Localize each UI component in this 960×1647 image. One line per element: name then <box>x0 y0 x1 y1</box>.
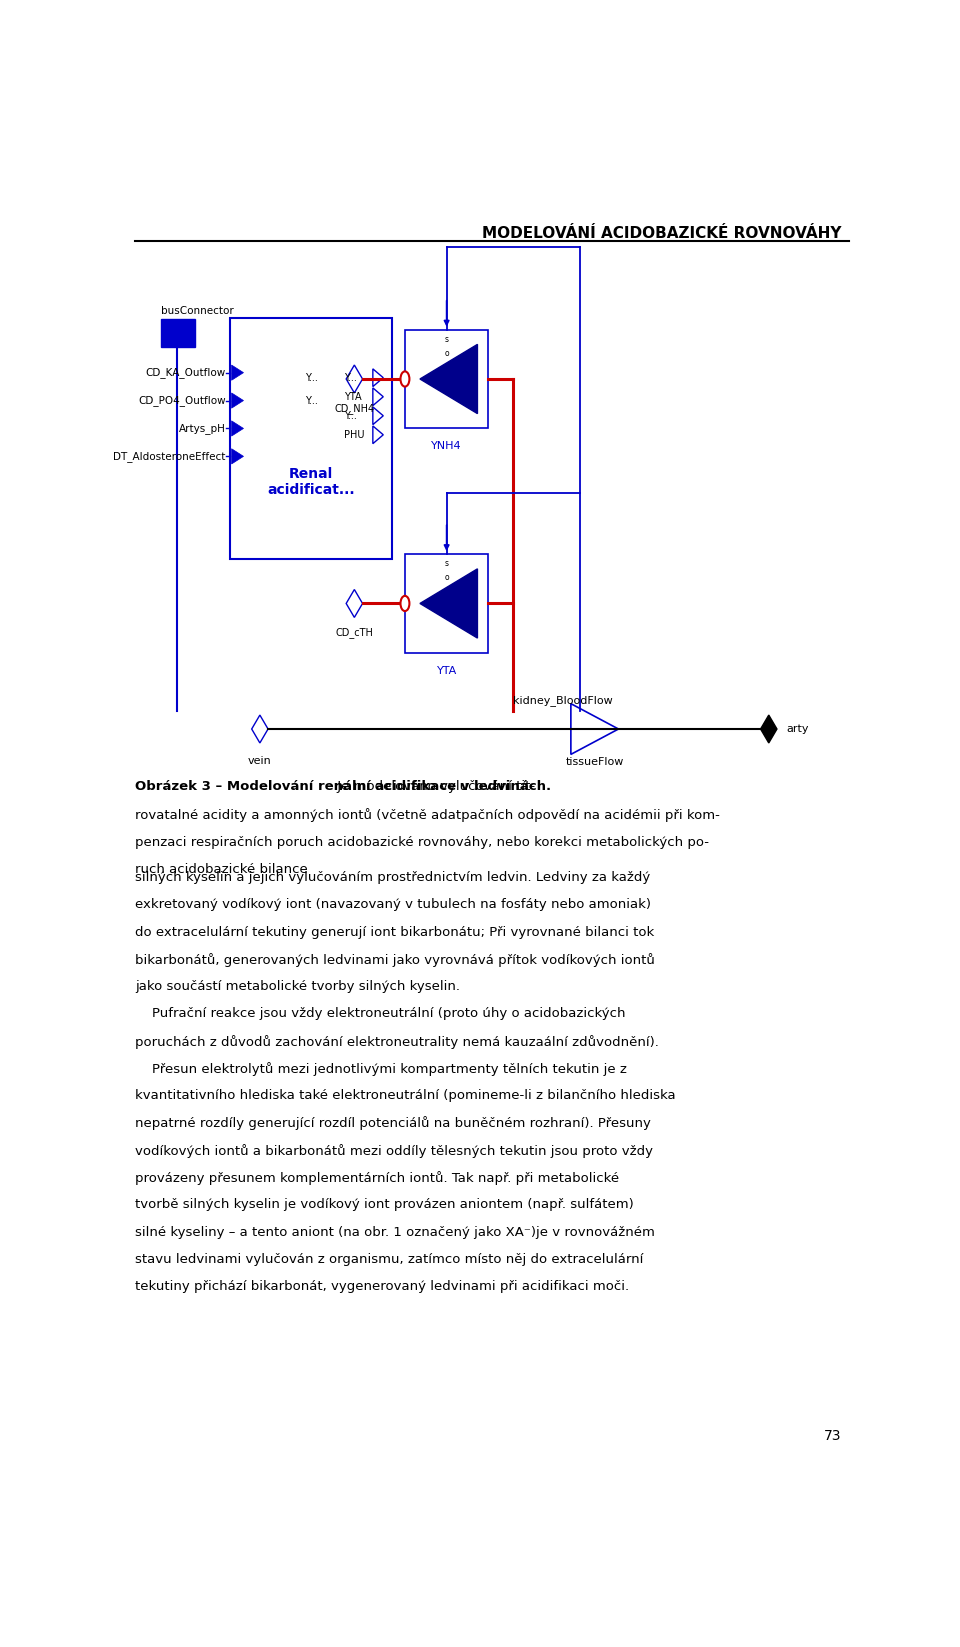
Text: Renal
acidificat...: Renal acidificat... <box>268 466 355 497</box>
Text: Obrázek 3 – Modelování renální acidifikace v ledvinách.: Obrázek 3 – Modelování renální acidifika… <box>134 779 551 792</box>
Text: vein: vein <box>248 756 272 766</box>
Bar <box>405 553 489 652</box>
Polygon shape <box>372 369 383 387</box>
Text: kvantitativního hlediska také elektroneutrální (pomineme-li z bilančního hledisk: kvantitativního hlediska také elektroneu… <box>134 1089 676 1102</box>
Text: provázeny přesunem komplementárních iontů. Tak např. při metabolické: provázeny přesunem komplementárních iont… <box>134 1171 619 1184</box>
Text: Y...: Y... <box>344 372 356 382</box>
Text: o: o <box>444 349 449 357</box>
Text: YNH4: YNH4 <box>431 441 462 451</box>
Text: Artys_pH: Artys_pH <box>179 423 226 433</box>
Text: stavu ledvinami vylučován z organismu, zatímco místo něj do extracelulární: stavu ledvinami vylučován z organismu, z… <box>134 1253 643 1267</box>
Text: CD_PO4_Outflow: CD_PO4_Outflow <box>138 395 226 407</box>
Text: tvorbě silných kyselin je vodíkový iont provázen aniontem (např. sulfátem): tvorbě silných kyselin je vodíkový iont … <box>134 1199 634 1211</box>
Bar <box>161 320 195 348</box>
Polygon shape <box>372 387 383 405</box>
Circle shape <box>400 371 409 387</box>
Text: ruch acidobazické bilance: ruch acidobazické bilance <box>134 863 307 876</box>
Polygon shape <box>372 407 383 425</box>
Bar <box>405 329 489 428</box>
Text: Přesun elektrolytů mezi jednotlivými kompartmenty tělních tekutin je z: Přesun elektrolytů mezi jednotlivými kom… <box>134 1062 627 1075</box>
Polygon shape <box>252 715 268 743</box>
Text: silných kyselin a jejich vylučováním prostřednictvím ledvin. Ledviny za každý: silných kyselin a jejich vylučováním pro… <box>134 871 650 884</box>
Text: bikarbonátů, generovaných ledvinami jako vyrovnává přítok vodíkových iontů: bikarbonátů, generovaných ledvinami jako… <box>134 954 655 967</box>
Text: DT_AldosteroneEffect: DT_AldosteroneEffect <box>113 451 226 461</box>
Text: Je modelováno vylučování tit-: Je modelováno vylučování tit- <box>333 779 536 792</box>
Text: do extracelulární tekutiny generují iont bikarbonátu; Při vyrovnané bilanci tok: do extracelulární tekutiny generují iont… <box>134 926 654 939</box>
Polygon shape <box>372 427 383 443</box>
Bar <box>230 318 393 558</box>
Text: Y...: Y... <box>344 410 356 420</box>
Text: Pufrační reakce jsou vždy elektroneutrální (proto úhy o acidobazických: Pufrační reakce jsou vždy elektroneutrál… <box>134 1008 625 1021</box>
Text: jako součástí metabolické tvorby silných kyselin.: jako součástí metabolické tvorby silných… <box>134 980 460 993</box>
Text: tekutiny přichází bikarbonát, vygenerovaný ledvinami při acidifikaci moči.: tekutiny přichází bikarbonát, vygenerova… <box>134 1280 629 1293</box>
Text: tissueFlow: tissueFlow <box>565 758 624 768</box>
Text: YTA: YTA <box>344 392 361 402</box>
Polygon shape <box>420 344 477 413</box>
Text: silné kyseliny – a tento aniont (na obr. 1 označený jako XA⁻)je v rovnovážném: silné kyseliny – a tento aniont (na obr.… <box>134 1225 655 1239</box>
Text: poruchách z důvodů zachování elektroneutrality nemá kauzaální zdůvodnění).: poruchách z důvodů zachování elektroneut… <box>134 1034 659 1049</box>
Text: exkretovaný vodíkový iont (navazovaný v tubulech na fosfáty nebo amoniak): exkretovaný vodíkový iont (navazovaný v … <box>134 898 651 911</box>
Polygon shape <box>420 568 477 637</box>
Text: o: o <box>444 573 449 581</box>
Polygon shape <box>231 448 244 464</box>
Text: s: s <box>444 558 448 568</box>
Text: 73: 73 <box>825 1430 842 1443</box>
Circle shape <box>400 596 409 611</box>
Text: CD_NH4: CD_NH4 <box>334 404 374 413</box>
Text: nepatrné rozdíly generující rozdíl potenciálů na buněčném rozhraní). Přesuny: nepatrné rozdíly generující rozdíl poten… <box>134 1117 651 1130</box>
Text: s: s <box>444 334 448 344</box>
Text: vodíkových iontů a bikarbonátů mezi oddíly tělesných tekutin jsou proto vždy: vodíkových iontů a bikarbonátů mezi oddí… <box>134 1143 653 1158</box>
Polygon shape <box>347 366 363 394</box>
Text: Y...: Y... <box>304 395 318 405</box>
Polygon shape <box>231 366 244 380</box>
Polygon shape <box>760 715 777 743</box>
Text: YTA: YTA <box>437 665 457 675</box>
Polygon shape <box>571 703 618 754</box>
Text: rovatalné acidity a amonných iontů (včetně adatpačních odpovědí na acidémii při : rovatalné acidity a amonných iontů (včet… <box>134 807 720 822</box>
Text: PHU: PHU <box>344 430 364 440</box>
Text: busConnector: busConnector <box>161 306 233 316</box>
Polygon shape <box>231 422 244 436</box>
Text: Y...: Y... <box>304 372 318 382</box>
Text: penzaci respiračních poruch acidobazické rovnováhy, nebo korekci metabolických p: penzaci respiračních poruch acidobazické… <box>134 835 708 848</box>
Polygon shape <box>231 394 244 408</box>
Text: MODELOVÁNÍ ACIDOBAZICKÉ ROVNOVÁHY: MODELOVÁNÍ ACIDOBAZICKÉ ROVNOVÁHY <box>482 226 842 240</box>
Polygon shape <box>347 590 363 618</box>
Text: arty: arty <box>786 725 808 735</box>
Text: CD_KA_Outflow: CD_KA_Outflow <box>145 367 226 379</box>
Text: kidney_BloodFlow: kidney_BloodFlow <box>513 695 612 707</box>
Text: CD_cTH: CD_cTH <box>335 628 373 639</box>
